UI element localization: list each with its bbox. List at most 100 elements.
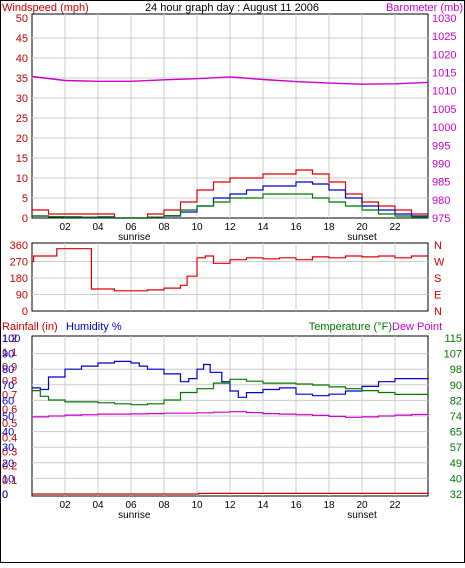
humidity-tick-label: 30	[2, 442, 14, 454]
compass-tick-label: W	[434, 257, 445, 269]
rainfall-y-axis: 0 0.1 0.2 0.3 0.4 0.5 0.6 0.7 0.8 0.9 1.1 1.2	[2, 333, 17, 501]
humidity-y-axis: 0 10 20 30 40 50 60 70 80 90 100	[2, 333, 20, 501]
temperature-tick-label: 57	[450, 442, 462, 454]
compass-tick-label: E	[434, 290, 441, 302]
x-tick-label: 06	[125, 222, 137, 233]
wind-series-line-2	[32, 193, 429, 219]
dewpoint-axis-label: Dew Point	[392, 321, 442, 333]
windspeed-tick-label: 20	[16, 133, 28, 145]
x-tick-label: 22	[389, 222, 401, 233]
x-tick-label: 20	[356, 500, 368, 511]
temperature-tick-label: 90	[450, 380, 462, 392]
barometer-tick-label: 1030	[432, 13, 456, 25]
barometer-tick-label: 1020	[432, 49, 456, 61]
x-tick-label: 04	[92, 500, 104, 511]
temp-series-line-3	[32, 492, 428, 495]
x-tick-label: 12	[224, 222, 236, 233]
temp-series-line-1	[32, 378, 428, 406]
windspeed-tick-label: 15	[16, 153, 28, 165]
windspeed-tick-label: 0	[22, 213, 28, 225]
x-tick-label: 04	[92, 222, 104, 233]
compass-tick-label: S	[434, 273, 441, 285]
temperature-tick-label: 65	[450, 427, 462, 439]
humidity-tick-label: 90	[2, 349, 14, 361]
rainfall-tick-label: 0	[2, 489, 8, 501]
barometer-tick-label: 990	[432, 158, 450, 170]
windspeed-tick-label: 50	[16, 13, 28, 25]
windspeed-tick-label: 5	[22, 193, 28, 205]
temp-series	[32, 360, 429, 495]
temp-x-axis: 02 04 06 08 10 12 14 16 18 20 22	[59, 500, 401, 511]
x-tick-label: 16	[290, 500, 302, 511]
x-tick-label: 10	[191, 222, 203, 233]
direction-tick-label: 180	[10, 273, 28, 285]
direction-series-line-0	[32, 248, 429, 292]
windspeed-tick-label: 45	[16, 33, 28, 45]
direction-tick-label: 90	[16, 290, 28, 302]
temperature-axis-label: Temperature (°F)	[309, 321, 392, 333]
barometer-tick-label: 1005	[432, 104, 456, 116]
wind-series	[31, 75, 429, 219]
graph-title: 24 hour graph day : August 11 2006	[145, 2, 319, 14]
wind-series-line-3	[31, 75, 429, 85]
rainfall-tick-label: 0.9	[2, 361, 17, 373]
sunrise-label: sunrise	[118, 232, 151, 243]
humidity-tick-label: 10	[2, 473, 14, 485]
temp-grid	[32, 336, 428, 496]
temperature-tick-label: 107	[444, 349, 462, 361]
barometer-tick-label: 1000	[432, 122, 456, 134]
x-tick-label: 08	[158, 500, 170, 511]
windspeed-tick-label: 40	[16, 53, 28, 65]
direction-tick-label: 270	[10, 257, 28, 269]
rainfall-tick-label: 0.3	[2, 446, 17, 458]
sunset-label-bottom: sunset	[347, 510, 377, 521]
rainfall-tick-label: 0.4	[2, 432, 17, 444]
temp-humidity-panel: Rainfall (in) Humidity % Temperature (°F…	[2, 321, 462, 521]
temperature-tick-label: 98	[450, 364, 462, 376]
humidity-tick-label: 80	[2, 364, 14, 376]
temperature-y-axis: 32 40 49 57 65 74 82 90 98 107 115	[444, 333, 462, 501]
x-tick-label: 18	[323, 500, 335, 511]
windspeed-tick-label: 25	[16, 113, 28, 125]
humidity-tick-label: 0	[2, 489, 8, 501]
rainfall-tick-label: 1.2	[2, 333, 17, 345]
temperature-tick-label: 82	[450, 395, 462, 407]
x-tick-label: 16	[290, 222, 302, 233]
windspeed-axis-label: Windspeed (mph)	[2, 2, 89, 14]
direction-tick-label: 360	[10, 240, 28, 252]
barometer-tick-label: 1015	[432, 68, 456, 80]
windspeed-tick-label: 30	[16, 93, 28, 105]
humidity-tick-label: 100	[2, 333, 20, 345]
humidity-tick-label: 40	[2, 427, 14, 439]
x-tick-label: 14	[257, 500, 269, 511]
barometer-axis-label: Barometer (mb)	[386, 2, 463, 14]
barometer-tick-label: 1025	[432, 31, 456, 43]
barometer-tick-label: 980	[432, 195, 450, 207]
humidity-tick-label: 20	[2, 458, 14, 470]
x-tick-label: 18	[323, 222, 335, 233]
x-tick-label: 14	[257, 222, 269, 233]
temperature-tick-label: 115	[444, 333, 462, 345]
rainfall-tick-label: 0.1	[2, 475, 17, 487]
rainfall-tick-label: 0.6	[2, 404, 17, 416]
x-tick-label: 20	[356, 222, 368, 233]
temperature-tick-label: 40	[450, 473, 462, 485]
barometer-y-axis: 975 980 985 990 995 1000 1005 1010 1015 1020 1025 1…	[432, 13, 456, 225]
barometer-tick-label: 1010	[432, 86, 456, 98]
direction-series	[32, 248, 429, 292]
temperature-tick-label: 32	[450, 489, 462, 501]
rainfall-tick-label: 0.5	[2, 418, 17, 430]
compass-tick-label: N	[434, 306, 442, 318]
sunrise-label-bottom: sunrise	[118, 510, 151, 521]
sunset-label: sunset	[347, 232, 377, 243]
direction-tick-label: 0	[22, 306, 28, 318]
x-tick-label: 02	[59, 500, 71, 511]
barometer-tick-label: 985	[432, 177, 450, 189]
compass-tick-label: N	[434, 240, 442, 252]
rainfall-tick-label: 0.2	[2, 461, 17, 473]
rainfall-tick-label: 0.7	[2, 390, 17, 402]
rainfall-axis-label: Rainfall (in)	[2, 321, 58, 333]
x-tick-label: 08	[158, 222, 170, 233]
